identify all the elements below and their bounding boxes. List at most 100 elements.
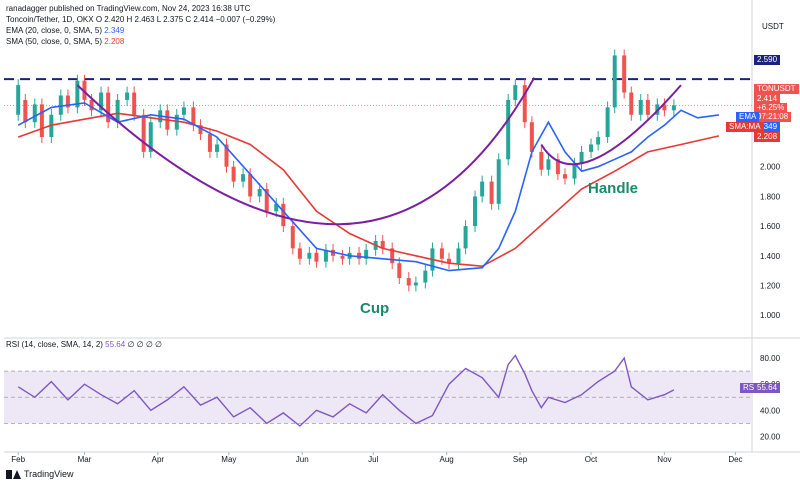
time-tick-label: Sep [513, 455, 528, 464]
candle-body [132, 92, 137, 115]
price-tick-label: 1.400 [760, 252, 781, 261]
candle-body [638, 99, 643, 115]
publisher-line: ranadagger published on TradingView.com,… [6, 4, 251, 13]
candle-body [264, 189, 269, 212]
price-tick-label: 1.800 [760, 192, 781, 201]
price-tick-label: 1.000 [760, 311, 781, 320]
rsi-legend[interactable]: RSI (14, close, SMA, 14, 2) 55.64 ∅ ∅ ∅ … [6, 340, 162, 349]
cup-annotation: Cup [360, 300, 390, 317]
time-tick-label: Aug [440, 455, 454, 464]
candle-body [125, 92, 130, 100]
candle-body [463, 226, 468, 249]
time-tick-label: Feb [11, 455, 25, 464]
rsi-line [17, 354, 675, 427]
candle-body [596, 137, 601, 145]
rsi-tick-label: 40.00 [760, 406, 781, 415]
candle-body [82, 80, 87, 100]
time-tick-label: Mar [78, 455, 92, 464]
ema-legend[interactable]: EMA (20, close, 0, SMA, 5) 2.349 [6, 26, 124, 35]
candle-body [181, 107, 186, 115]
time-tick-label: Nov [657, 455, 671, 464]
candle-body [281, 203, 286, 227]
symbol-tag: TONUSDT [754, 84, 799, 94]
candle-body [58, 95, 63, 115]
candle-body [106, 92, 111, 123]
candle-body [191, 107, 196, 126]
candle-body [622, 55, 627, 93]
tradingview-brand: TradingView [24, 469, 74, 479]
sma-legend[interactable]: SMA (50, close, 0, SMA, 5) 2.208 [6, 37, 124, 46]
candle-body [16, 85, 21, 115]
tradingview-icon [6, 469, 21, 479]
candle-body [99, 92, 104, 111]
candle-body [32, 104, 37, 123]
price-tick-label: 2.000 [760, 163, 781, 172]
time-tick-label: Apr [152, 455, 165, 464]
candle-body [589, 144, 594, 152]
rsi-legend-extra: ∅ ∅ ∅ ∅ [127, 340, 162, 349]
candle-body [496, 159, 501, 204]
candle-body [579, 151, 584, 164]
time-tick-label: Jul [368, 455, 378, 464]
symbol-ohlc-line: Toncoin/Tether, 1D, OKX O 2.420 H 2.463 … [6, 15, 275, 24]
ohlc-values: O 2.420 H 2.463 L 2.375 C 2.414 −0.007 (… [95, 15, 276, 24]
sma-legend-label: SMA (50, close, 0, SMA, 5) [6, 37, 103, 46]
candle-body [323, 249, 328, 262]
candle-body [629, 92, 634, 115]
candle-body [314, 252, 319, 262]
rsi-tick-label: 20.00 [760, 432, 781, 441]
candle-body [241, 174, 246, 182]
candle-body [248, 174, 253, 197]
candle-body [141, 114, 146, 152]
candle-body [307, 252, 312, 259]
candle-body [413, 282, 418, 286]
ema-line [17, 102, 720, 272]
candle-body [605, 107, 610, 138]
candle-body [224, 144, 229, 167]
time-tick-label: Dec [728, 455, 742, 464]
candle-body [39, 104, 44, 138]
candle-body [274, 203, 279, 212]
candle-body [364, 249, 369, 259]
candle-body [357, 252, 362, 259]
candle-body [612, 55, 617, 108]
candle-body [555, 159, 560, 175]
tradingview-logo[interactable]: TradingView [6, 469, 74, 479]
last-price-tag: 2.414 [754, 94, 781, 104]
candle-body [380, 240, 385, 249]
candle-body [406, 278, 411, 286]
candle-body [522, 85, 527, 123]
sma-tag-label: SMA:MA [726, 122, 764, 132]
price-tick-label: 1.600 [760, 222, 781, 231]
candle-body [174, 114, 179, 130]
price-tick-label: 1.200 [760, 281, 781, 290]
change-tag: +6.25% [754, 103, 788, 113]
time-tick-label: May [221, 455, 236, 464]
symbol-title: Toncoin/Tether, 1D, OKX [6, 15, 94, 24]
candle-body [390, 248, 395, 264]
sma-line [17, 112, 720, 268]
candle-body [397, 263, 402, 279]
candle-body [148, 122, 153, 152]
candle-body [198, 125, 203, 135]
rsi-tag-label: RSI [740, 383, 760, 393]
rsi-legend-value: 55.64 [105, 340, 126, 349]
candle-body [489, 181, 494, 204]
ema-tag-value: 2.349 [754, 122, 781, 132]
candle-body [572, 163, 577, 179]
countdown-tag: 07:21:08 [754, 112, 792, 122]
candle-body [215, 144, 220, 152]
candle-body [75, 80, 80, 108]
time-tick-label: Oct [585, 455, 598, 464]
rsi-tag-value: 55.64 [754, 383, 781, 393]
candle-body [506, 99, 511, 160]
candle-body [563, 174, 567, 179]
candle-body [23, 99, 28, 123]
resistance-price-tag: 2.590 [754, 55, 781, 65]
candle-body [297, 248, 302, 259]
candle-body [456, 248, 461, 264]
candle-body [447, 258, 452, 264]
candle-body [340, 255, 345, 259]
ema-legend-label: EMA (20, close, 0, SMA, 5) [6, 26, 103, 35]
